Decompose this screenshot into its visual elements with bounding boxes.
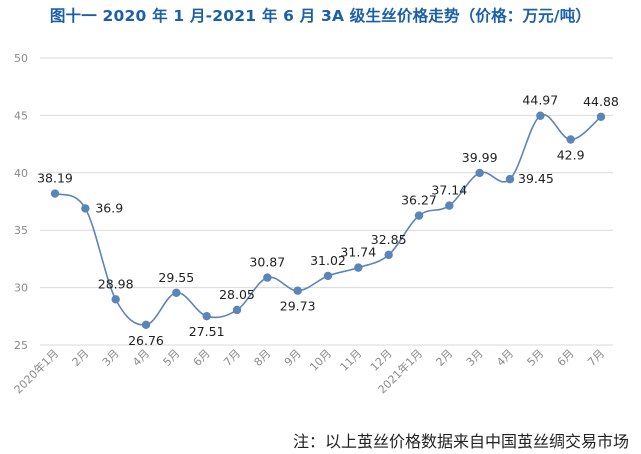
- y-tick-label: 25: [14, 339, 28, 352]
- source-note: 注：以上茧丝价格数据来自中国茧丝绸交易市场: [292, 432, 629, 451]
- data-point: [384, 250, 393, 260]
- data-label: 39.99: [462, 150, 498, 165]
- data-label: 27.51: [189, 324, 225, 339]
- x-tick-label: 3月: [464, 347, 486, 369]
- data-label: 32.85: [371, 232, 407, 247]
- x-tick-label: 11月: [338, 347, 365, 374]
- data-point: [111, 295, 120, 304]
- data-point: [141, 320, 151, 329]
- y-tick-label: 35: [14, 224, 28, 237]
- y-tick-label: 45: [14, 109, 28, 122]
- data-point: [536, 111, 545, 120]
- x-tick-label: 6月: [555, 347, 577, 369]
- x-tick-label: 6月: [191, 347, 213, 369]
- y-tick-label: 30: [14, 282, 28, 295]
- x-tick-label: 7月: [221, 347, 243, 369]
- data-label: 30.87: [249, 255, 285, 270]
- x-tick-label: 8月: [252, 347, 274, 369]
- data-label: 31.74: [340, 245, 376, 260]
- data-label: 28.98: [98, 276, 134, 291]
- data-label: 39.45: [518, 171, 554, 186]
- data-point: [445, 201, 454, 210]
- data-point: [293, 286, 302, 295]
- data-label: 44.97: [522, 93, 558, 108]
- data-point: [475, 168, 484, 178]
- data-label: 42.9: [557, 148, 585, 163]
- data-point: [354, 263, 363, 272]
- x-tick-label: 2月: [434, 347, 456, 369]
- data-label: 36.27: [401, 193, 437, 208]
- data-point: [323, 271, 333, 281]
- gridlines: [40, 57, 613, 346]
- data-label: 36.9: [95, 200, 123, 215]
- x-tick-label: 2020年1月: [11, 346, 61, 396]
- x-tick-label: 4月: [494, 347, 516, 369]
- series-line: [54, 113, 602, 326]
- data-point: [81, 204, 90, 213]
- data-point: [263, 273, 272, 282]
- data-point: [566, 135, 575, 144]
- x-tick-label: 10月: [307, 347, 334, 374]
- data-points: [50, 111, 606, 329]
- x-tick-label: 7月: [585, 347, 607, 369]
- data-point: [596, 112, 606, 121]
- data-label: 31.02: [310, 253, 346, 268]
- data-label: 44.88: [583, 94, 619, 109]
- data-point: [172, 288, 181, 297]
- data-label: 28.05: [219, 287, 255, 302]
- data-label: 29.55: [158, 270, 194, 285]
- data-point: [232, 305, 242, 315]
- x-tick-label: 9月: [282, 347, 304, 369]
- data-label: 37.14: [431, 183, 467, 198]
- y-axis-ticks: 25 30 35 40 45 50: [14, 52, 28, 352]
- data-point: [505, 174, 515, 184]
- x-tick-label: 5月: [161, 347, 183, 369]
- data-point: [202, 311, 211, 321]
- data-point: [414, 211, 424, 220]
- x-tick-label: 4月: [130, 347, 152, 369]
- x-tick-label: 12月: [368, 347, 395, 374]
- data-label: 26.76: [128, 333, 164, 348]
- y-tick-label: 40: [14, 167, 28, 180]
- x-tick-label: 3月: [100, 347, 122, 369]
- data-label: 38.19: [37, 171, 73, 186]
- x-tick-label: 2月: [70, 347, 92, 369]
- data-labels: 38.19 36.9 28.98 26.76 29.55 27.51 28.05 30.87 2…: [37, 93, 619, 348]
- data-label: 29.73: [280, 299, 316, 314]
- x-tick-label: 5月: [525, 347, 547, 369]
- chart-title: 图十一 2020 年 1 月-2021 年 6 月 3A 级生丝价格走势（价格：…: [49, 7, 592, 25]
- data-point: [50, 189, 60, 198]
- series-line-layer: [54, 113, 602, 326]
- y-tick-label: 50: [14, 52, 28, 65]
